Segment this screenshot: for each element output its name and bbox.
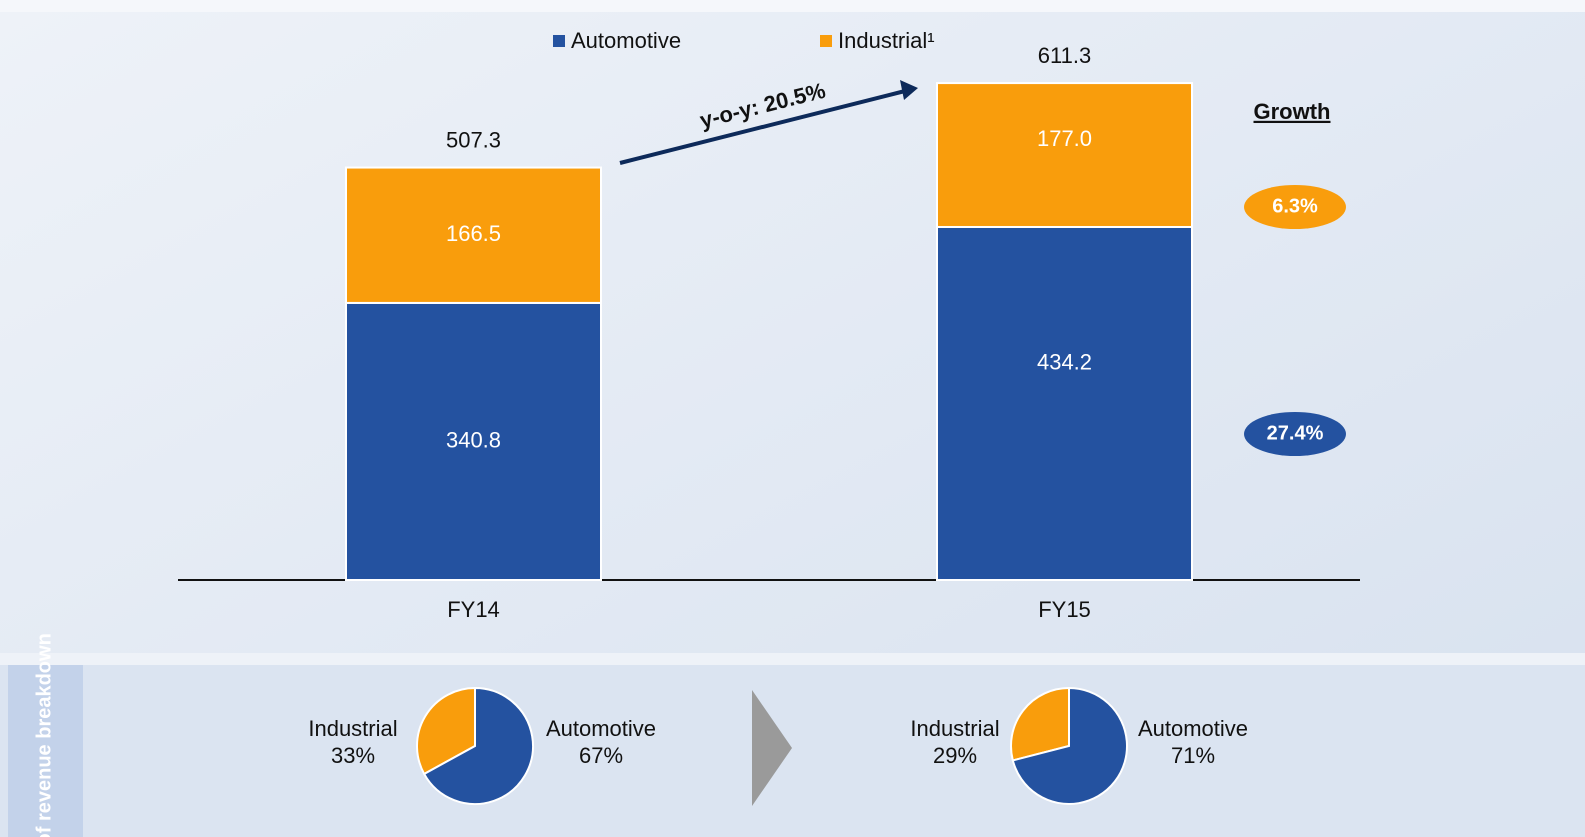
growth-label: 27.4% [1267, 422, 1324, 444]
pie-slice [1011, 686, 1128, 805]
bar-label: 177.0 [1037, 126, 1092, 151]
pie-value-label: 67% [579, 743, 623, 768]
arrow [619, 89, 906, 165]
growth-title: Growth [1254, 99, 1331, 124]
pie-slice [416, 686, 476, 776]
pie-category: Automotive [546, 716, 656, 741]
pie-band [0, 665, 1585, 837]
side-tab [8, 665, 83, 837]
bar-segment [345, 301, 602, 581]
x-tick-label: FY15 [1038, 597, 1091, 622]
pie-slice [422, 686, 534, 805]
growth-badge [1244, 185, 1346, 229]
bar-segment [345, 166, 602, 304]
chevron [752, 690, 792, 806]
pie-category: Industrial [910, 716, 999, 741]
legend-label: Automotive [571, 28, 681, 53]
bar-label: 166.5 [446, 221, 501, 246]
legend-swatch [820, 35, 832, 47]
bar-segment [936, 225, 1193, 582]
pie-value-label: 29% [933, 743, 977, 768]
x-tick-label: FY14 [447, 597, 500, 622]
legend-label: Industrial¹ [838, 28, 935, 53]
growth-badge [1244, 412, 1346, 456]
arrow-head [900, 80, 918, 100]
pie-category: Automotive [1138, 716, 1248, 741]
growth-label: 6.3% [1272, 195, 1318, 217]
pie-slice [1010, 686, 1070, 762]
side-label: % of revenue breakdown [33, 633, 55, 837]
bar-label: 340.8 [446, 427, 501, 452]
legend-swatch [553, 35, 565, 47]
pie-value-label: 71% [1171, 743, 1215, 768]
total-label: 611.3 [1038, 43, 1091, 68]
bar-label: 434.2 [1037, 349, 1092, 374]
top-band [0, 0, 1585, 12]
bar-segment [936, 82, 1193, 228]
total-label: 507.3 [446, 127, 501, 152]
pie-category: Industrial [308, 716, 397, 741]
divider [0, 653, 1585, 665]
pie-value-label: 33% [331, 743, 375, 768]
